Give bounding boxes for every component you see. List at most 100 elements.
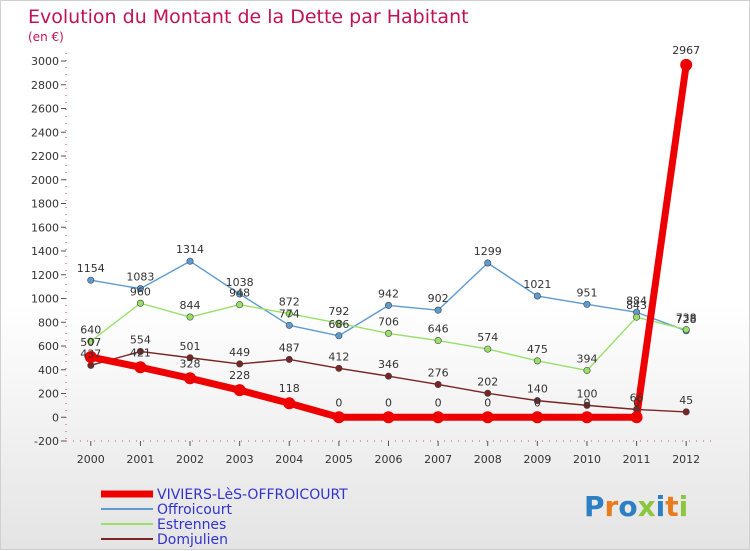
data-label: 507 [80,336,101,349]
data-label: 792 [328,305,349,318]
y-tick-label: 2600 [31,103,59,116]
data-point [384,329,392,337]
data-label: 0 [633,396,640,409]
data-label: 844 [180,299,201,312]
data-label: 902 [428,292,449,305]
data-point [382,411,395,424]
data-label: 1083 [126,271,154,284]
x-tick-label: 2001 [126,453,154,466]
y-tick-label: 1000 [31,293,59,306]
data-label: 0 [435,396,442,409]
x-tick-label: 2009 [523,453,551,466]
chart-subtitle: (en €) [28,30,64,44]
x-tick-label: 2008 [474,453,502,466]
y-tick-label: 200 [38,388,59,401]
data-point [87,361,95,369]
data-point [335,319,343,327]
data-point [531,411,544,424]
data-point [484,345,492,353]
y-tick-label: 400 [38,364,59,377]
legend-label: Domjulien [157,532,228,548]
x-tick-label: 2002 [176,453,204,466]
data-label: 728 [676,313,697,326]
logo-letter: P [584,490,605,523]
data-point [233,384,246,397]
data-label: 276 [428,366,449,379]
data-label: 872 [279,296,300,309]
y-tick-label: 3000 [31,55,59,68]
x-tick-label: 2012 [672,453,700,466]
x-tick-label: 2000 [77,453,105,466]
data-point [236,360,244,368]
data-point [236,301,244,309]
data-point [630,411,643,424]
data-label: 202 [477,375,498,388]
logo-letter: t [665,490,678,523]
data-point [285,310,293,318]
data-label: 2967 [672,44,700,57]
data-label: 421 [130,346,151,359]
data-label: 706 [378,315,399,328]
x-tick-label: 2005 [325,453,353,466]
data-label: 1021 [523,278,551,291]
data-label: 942 [378,287,399,300]
logo-letter: x [638,490,656,523]
data-label: 0 [335,396,342,409]
x-tick-label: 2007 [424,453,452,466]
data-point [186,354,194,362]
data-point [481,411,494,424]
data-label: 1299 [474,245,502,258]
y-tick-label: 0 [52,411,59,424]
x-tick-label: 2004 [275,453,303,466]
data-label: 475 [527,343,548,356]
data-point [236,290,244,298]
y-tick-label: 1600 [31,221,59,234]
data-point [186,257,194,265]
legend-label: Estrennes [157,517,226,533]
axes: -200020040060080010001200140016001800200… [31,53,711,466]
data-label: 554 [130,333,151,346]
data-point [184,372,197,385]
data-label: 774 [279,307,300,320]
data-point [134,361,147,374]
data-label: 884 [626,294,647,307]
data-label: 100 [576,387,597,400]
y-tick-label: 600 [38,340,59,353]
y-tick-label: 1400 [31,245,59,258]
data-point [533,357,541,365]
y-tick-label: 1800 [31,198,59,211]
data-label: 646 [428,323,449,336]
data-point [335,364,343,372]
data-point [682,408,690,416]
data-label: 412 [328,350,349,363]
data-point [283,397,296,410]
data-point [384,372,392,380]
data-label: 45 [679,394,693,407]
data-label: 0 [385,396,392,409]
data-point [136,285,144,293]
data-label: 686 [328,318,349,331]
data-label: 960 [130,285,151,298]
data-label: 640 [80,323,101,336]
y-tick-label: 2800 [31,79,59,92]
logo-letter: r [605,490,619,523]
x-tick-label: 2011 [623,453,651,466]
data-point [533,292,541,300]
data-point [434,380,442,388]
data-label: 1154 [77,262,105,275]
data-label: 738 [676,312,697,325]
data-point [332,411,345,424]
data-label: 843 [626,299,647,312]
data-point [285,355,293,363]
data-label: 1314 [176,243,204,256]
chart-title: Evolution du Montant de la Dette par Hab… [28,6,469,28]
data-point [583,300,591,308]
data-label: 0 [484,396,491,409]
x-tick-label: 2006 [375,453,403,466]
logo-letter: i [656,490,666,523]
data-point [87,337,95,345]
y-tick-label: 800 [38,316,59,329]
data-label: 140 [527,383,548,396]
logo-letter: o [618,490,637,523]
